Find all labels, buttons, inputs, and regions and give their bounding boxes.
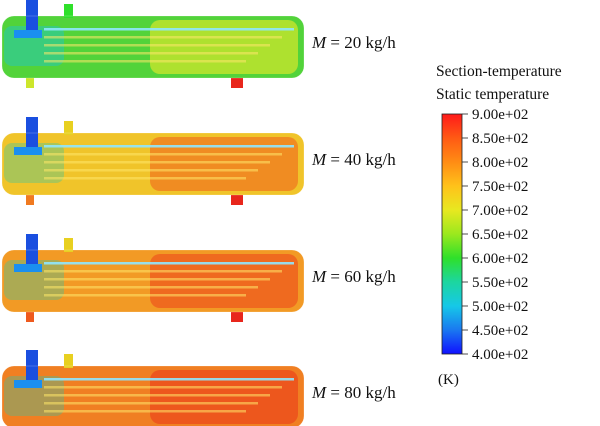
tube-streak: [44, 294, 246, 297]
inlet-nozzle: [26, 117, 38, 153]
left-outlet-nozzle: [26, 187, 34, 205]
tube-streak: [44, 145, 294, 148]
colorbar-tick-label: 5.00e+02: [472, 299, 528, 315]
tube-streak: [44, 286, 258, 289]
contour-panel: M = 60 kg/h: [1, 234, 396, 322]
contour-panel: M = 20 kg/h: [1, 0, 396, 88]
colorbar-tick-label: 6.50e+02: [472, 227, 528, 243]
flow-rate-value: = 80 kg/h: [326, 383, 396, 402]
flow-rate-value: = 60 kg/h: [326, 267, 396, 286]
tube-streak: [44, 28, 294, 31]
tube-streak: [44, 44, 270, 47]
tube-streak: [44, 270, 282, 273]
shell-outline: [1, 365, 305, 426]
flow-rate-label: M = 60 kg/h: [311, 267, 396, 286]
tube-streak: [44, 394, 270, 397]
colorbar-ticks: 9.00e+02 8.50e+02 8.00e+02 7.50e+02 7.00e+02…: [462, 107, 528, 363]
flow-rate-symbol: M: [311, 383, 327, 402]
legend-title: Section-temperature: [436, 63, 562, 80]
flow-rate-label: M = 40 kg/h: [311, 150, 396, 169]
inlet-manifold: [14, 147, 42, 155]
colorbar-tick-label: 8.00e+02: [472, 155, 528, 171]
tube-streak: [44, 161, 270, 164]
vent-nozzle: [64, 354, 73, 368]
flow-rate-value: = 40 kg/h: [326, 150, 396, 169]
colorbar-tick-label: 4.50e+02: [472, 323, 528, 339]
colorbar-tick-label: 9.00e+02: [472, 107, 528, 123]
left-outlet-nozzle: [26, 70, 34, 88]
flow-rate-symbol: M: [311, 33, 327, 52]
tube-streak: [44, 60, 246, 63]
vent-nozzle: [64, 121, 73, 135]
shell-outline: [1, 132, 305, 196]
colorbar-tick-label: 7.00e+02: [472, 203, 528, 219]
colorbar-tick-label: 6.00e+02: [472, 251, 528, 267]
legend-unit: (K): [438, 372, 459, 388]
colorbar-tick-label: 4.00e+02: [472, 347, 528, 363]
flow-rate-label: M = 20 kg/h: [311, 33, 396, 52]
inlet-nozzle: [26, 350, 38, 386]
shell-outline: [1, 249, 305, 313]
contour-panel: M = 40 kg/h: [1, 117, 396, 205]
shell-outline: [1, 15, 305, 79]
inlet-nozzle: [26, 0, 38, 36]
tube-streak: [44, 169, 258, 172]
tube-streak: [44, 52, 258, 55]
colorbar-tick-label: 5.50e+02: [472, 275, 528, 291]
colorbar-tick-label: 8.50e+02: [472, 131, 528, 147]
tube-streak: [44, 410, 246, 413]
tube-streak: [44, 386, 282, 389]
flow-rate-label: M = 80 kg/h: [311, 383, 396, 402]
flow-rate-symbol: M: [311, 150, 327, 169]
vent-nozzle: [64, 238, 73, 252]
legend: Section-temperature Static temperature 9…: [436, 63, 562, 388]
inlet-manifold: [14, 264, 42, 272]
colorbar-tick-label: 7.50e+02: [472, 179, 528, 195]
inlet-manifold: [14, 380, 42, 388]
tube-streak: [44, 177, 246, 180]
tube-streak: [44, 402, 258, 405]
inlet-nozzle: [26, 234, 38, 270]
inlet-manifold: [14, 30, 42, 38]
vent-nozzle: [64, 4, 73, 18]
colorbar: [441, 113, 463, 355]
contour-panel: M = 80 kg/h: [1, 350, 396, 426]
legend-subtitle: Static temperature: [436, 86, 549, 103]
tube-streak: [44, 278, 270, 281]
flow-rate-value: = 20 kg/h: [326, 33, 396, 52]
tube-streak: [44, 262, 294, 265]
heat-exchanger-panels: M = 20 kg/hM = 40 kg/hM = 60 kg/hM = 80 …: [1, 0, 396, 426]
flow-rate-symbol: M: [311, 267, 327, 286]
tube-streak: [44, 153, 282, 156]
tube-streak: [44, 36, 282, 39]
tube-streak: [44, 378, 294, 381]
left-outlet-nozzle: [26, 304, 34, 322]
